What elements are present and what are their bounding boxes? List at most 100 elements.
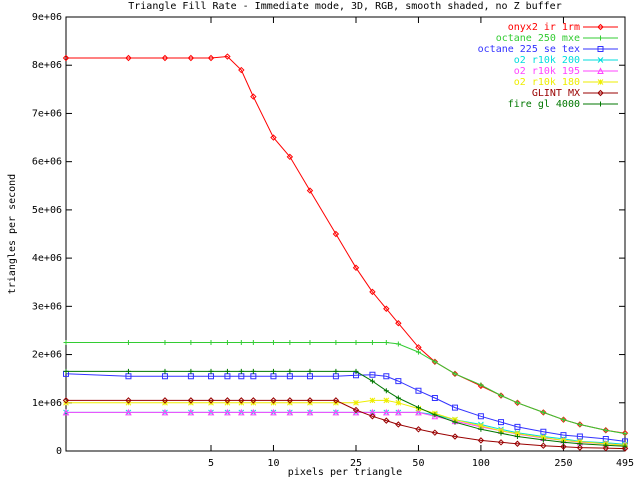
y-axis-label: triangles per second xyxy=(7,174,18,294)
data-point xyxy=(161,54,169,62)
data-point xyxy=(161,373,168,380)
legend-marker xyxy=(597,46,604,52)
data-point xyxy=(540,437,546,443)
data-point xyxy=(431,429,439,436)
data-point xyxy=(162,368,168,374)
data-point xyxy=(383,397,390,404)
data-point xyxy=(602,444,610,452)
data-point xyxy=(125,340,131,345)
data-point xyxy=(415,408,422,416)
x-tick-label: 10 xyxy=(267,458,279,469)
data-point xyxy=(207,408,215,416)
y-tick-label: 1e+06 xyxy=(32,398,62,409)
data-point xyxy=(162,340,168,345)
data-point xyxy=(250,397,257,404)
data-point xyxy=(352,406,360,414)
data-point xyxy=(286,373,293,380)
data-point xyxy=(395,408,402,416)
data-point xyxy=(62,54,70,62)
data-point xyxy=(332,230,340,238)
data-point xyxy=(395,399,402,406)
data-point xyxy=(415,387,422,394)
legend-label: octane 250 mxe xyxy=(496,33,580,44)
data-point xyxy=(383,408,390,416)
data-point xyxy=(286,153,294,161)
data-point xyxy=(63,340,69,345)
data-point xyxy=(307,368,313,374)
y-tick-label: 5e+06 xyxy=(32,205,62,216)
data-point xyxy=(514,434,520,440)
data-point xyxy=(452,371,458,377)
data-point xyxy=(286,397,294,404)
legend-marker xyxy=(597,23,604,31)
data-point xyxy=(187,54,195,62)
data-point xyxy=(270,134,277,141)
data-point xyxy=(238,340,244,345)
data-point xyxy=(306,187,314,194)
data-point xyxy=(62,408,70,416)
x-tick-label: 250 xyxy=(554,458,572,469)
data-point xyxy=(415,426,422,433)
data-point xyxy=(560,432,567,439)
data-point xyxy=(498,430,504,436)
data-point xyxy=(224,53,231,60)
data-point xyxy=(333,368,339,374)
data-point xyxy=(577,441,583,447)
data-point xyxy=(188,340,194,345)
data-point xyxy=(353,368,359,374)
data-point xyxy=(353,372,360,379)
data-point xyxy=(514,423,521,430)
legend-marker xyxy=(597,57,604,63)
data-point xyxy=(451,433,459,440)
data-point xyxy=(125,408,132,416)
data-point xyxy=(187,397,195,404)
data-point xyxy=(514,400,520,406)
data-point xyxy=(369,413,376,420)
data-point xyxy=(383,388,389,394)
data-point xyxy=(560,443,567,450)
data-point xyxy=(432,359,438,365)
data-point xyxy=(415,405,421,411)
data-point xyxy=(207,54,215,62)
legend-marker xyxy=(597,89,604,97)
y-tick-label: 7e+06 xyxy=(32,108,62,119)
x-axis-label: pixels per triangle xyxy=(288,467,402,478)
x-tick-label: 25 xyxy=(350,458,362,469)
data-point xyxy=(383,373,390,380)
data-point xyxy=(369,397,376,404)
data-point xyxy=(306,373,313,380)
data-point xyxy=(540,442,547,449)
legend-marker xyxy=(597,79,604,85)
legend-label: onyx2 ir 1rm xyxy=(508,22,580,33)
data-point xyxy=(577,421,583,427)
data-point xyxy=(286,408,294,416)
data-point xyxy=(287,340,293,345)
data-point xyxy=(238,397,245,404)
data-point xyxy=(395,421,402,428)
legend-marker xyxy=(597,67,604,74)
data-point xyxy=(369,378,375,384)
x-tick-label: 5 xyxy=(208,458,214,469)
data-point xyxy=(224,397,231,404)
data-point xyxy=(125,54,132,62)
data-point xyxy=(603,442,609,448)
data-point xyxy=(188,368,194,374)
legend-label: o2 r10k 195 xyxy=(514,66,580,77)
legend-label: fire gl 4000 xyxy=(508,99,580,110)
data-point xyxy=(477,413,484,420)
data-point xyxy=(498,393,504,399)
data-point xyxy=(287,368,293,374)
data-point xyxy=(369,340,375,345)
data-point xyxy=(498,419,505,426)
data-point xyxy=(560,417,566,423)
x-tick-label: 100 xyxy=(472,458,490,469)
data-point xyxy=(270,397,277,404)
legend-label: o2 r10k 180 xyxy=(514,77,580,88)
data-point xyxy=(540,409,546,415)
y-tick-label: 8e+06 xyxy=(32,60,62,71)
data-point xyxy=(576,444,584,451)
data-point xyxy=(452,419,458,425)
data-point xyxy=(125,397,132,404)
data-point xyxy=(432,412,438,418)
x-tick-label: 50 xyxy=(412,458,424,469)
